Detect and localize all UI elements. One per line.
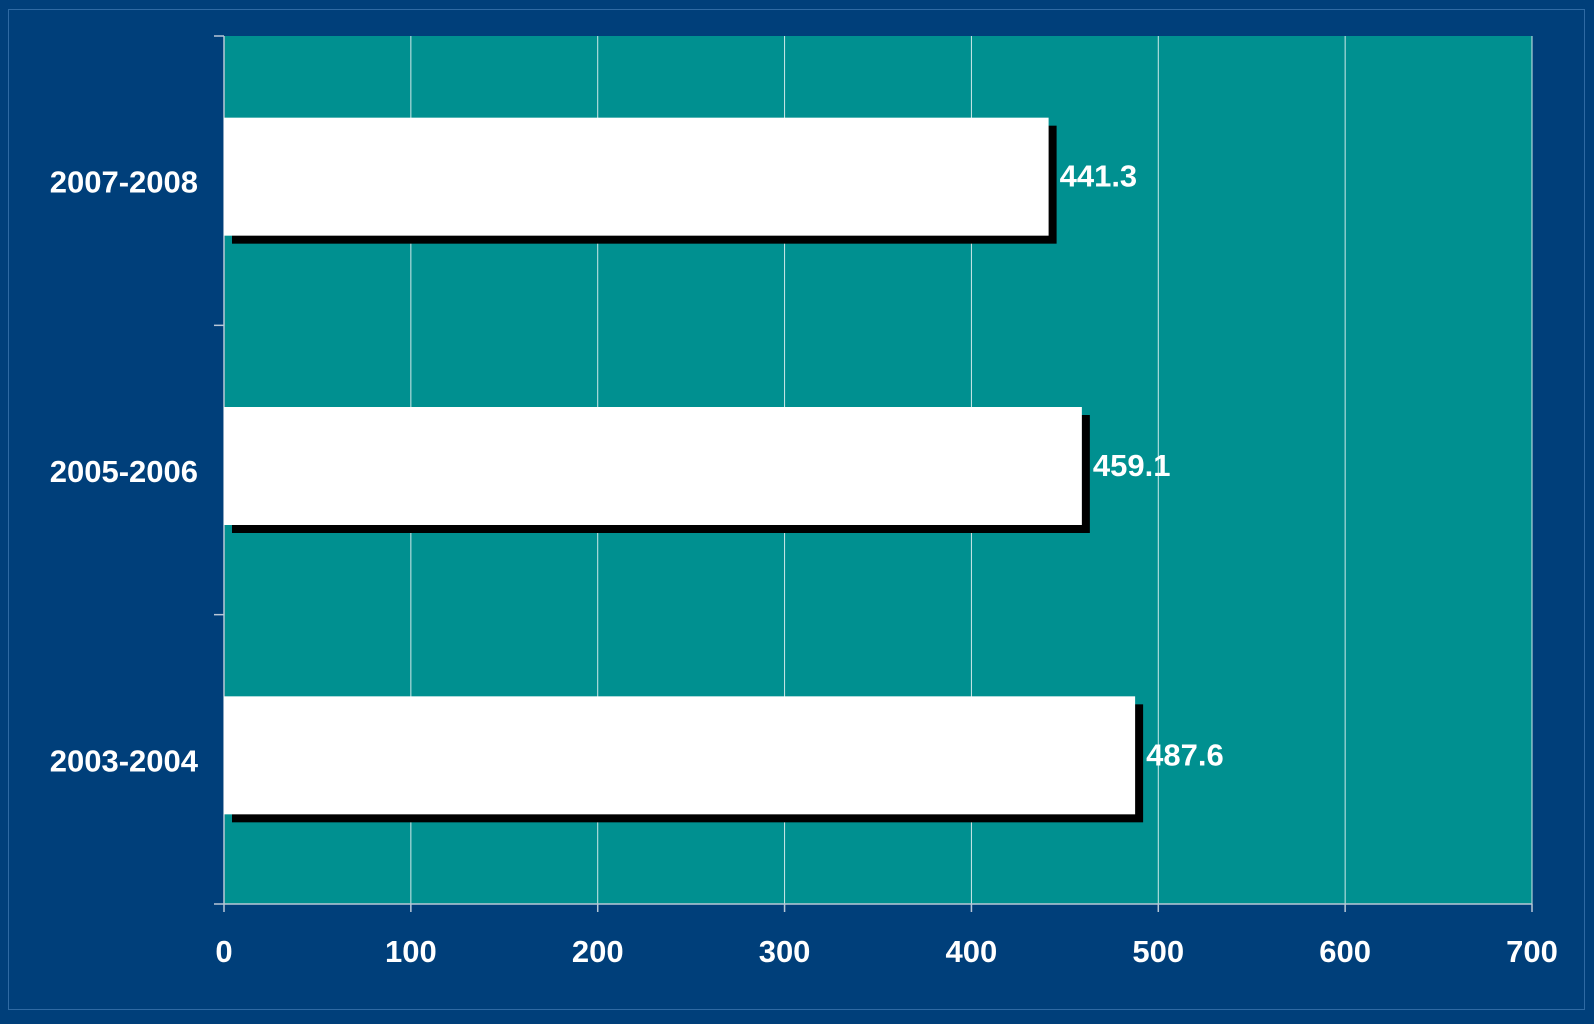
- x-tick-label: 400: [946, 934, 998, 969]
- x-tick-label: 700: [1506, 934, 1558, 969]
- x-tick-label: 100: [385, 934, 437, 969]
- value-label-2003-2004: 487.6: [1146, 737, 1224, 772]
- bar-2007-2008: [224, 117, 1049, 236]
- value-label-2005-2006: 459.1: [1093, 448, 1171, 483]
- value-label-2007-2008: 441.3: [1060, 159, 1138, 194]
- category-label-2003-2004: 2003-2004: [50, 743, 199, 778]
- x-tick-label: 600: [1319, 934, 1371, 969]
- bars: [224, 117, 1144, 823]
- category-label-2005-2006: 2005-2006: [50, 454, 198, 489]
- bar-2005-2006: [224, 407, 1082, 525]
- x-tick-label: 300: [759, 934, 811, 969]
- x-tick-label: 200: [572, 934, 624, 969]
- axes: 0 100 200 300 400 500 600 700: [214, 35, 1558, 969]
- bar-2003-2004: [224, 696, 1136, 815]
- x-tick-label: 500: [1132, 934, 1184, 969]
- labels: 441.3 2007-2008 459.1 2005-2006 487.6 2003-20…: [50, 159, 1224, 779]
- x-tick-label: 0: [215, 934, 232, 969]
- category-label-2007-2008: 2007-2008: [50, 165, 198, 200]
